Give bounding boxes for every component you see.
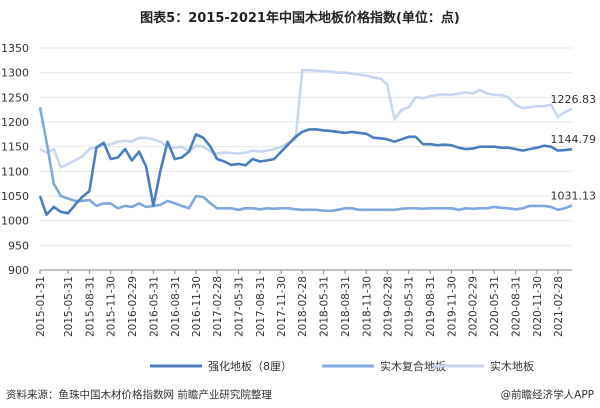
series-line-solid <box>39 68 573 169</box>
y-tick-label: 1200 <box>1 116 29 129</box>
x-tick-label: 2020-05-31 <box>489 276 501 337</box>
series-lines <box>38 68 573 216</box>
y-tick-label: 1050 <box>1 190 29 203</box>
end-value-label: 1226.83 <box>551 93 597 106</box>
x-tick-label: 2017-11-30 <box>276 276 288 337</box>
end-value-label: 1144.79 <box>551 133 597 146</box>
x-tick-label: 2016-02-29 <box>127 276 139 337</box>
x-tick-label: 2015-05-31 <box>63 276 75 337</box>
x-tick-label: 2017-05-31 <box>233 276 245 337</box>
x-tick-label: 2017-02-28 <box>212 276 224 337</box>
x-tick-label: 2016-08-31 <box>170 276 182 337</box>
x-tick-label: 2018-05-31 <box>319 276 331 337</box>
x-tick-label: 2020-02-29 <box>468 276 480 337</box>
x-tick-label: 2016-11-30 <box>191 276 203 337</box>
y-tick-label: 1350 <box>1 42 29 55</box>
legend-item-solid-label: 实木地板 <box>490 359 534 373</box>
x-axis: 2015-01-31 2015-05-31 2015-08-31 2015-11-30… <box>35 269 572 337</box>
source-note: 资料来源：鱼珠中国木材价格指数网 前瞻产业研究院整理 <box>6 389 272 401</box>
x-tick-label: 2015-08-31 <box>84 276 96 337</box>
x-tick-label: 2018-02-28 <box>297 276 309 337</box>
x-tick-label: 2019-05-31 <box>404 276 416 337</box>
y-tick-label: 1150 <box>1 141 29 154</box>
credit-label: @前瞻经济学人APP <box>500 389 594 401</box>
y-tick-label: 1000 <box>1 215 29 228</box>
legend-item-composite-label: 实木复合地板 <box>380 359 446 373</box>
x-tick-label: 2015-01-31 <box>35 276 47 337</box>
series-line-strong <box>38 128 573 216</box>
series-line-composite <box>38 106 573 213</box>
y-tick-label: 900 <box>8 264 29 277</box>
x-tick-label: 2020-08-31 <box>511 276 523 337</box>
x-tick-label: 2019-08-31 <box>425 276 437 337</box>
x-tick-label: 2015-11-30 <box>106 276 118 337</box>
y-tick-label: 950 <box>8 239 29 252</box>
y-tick-label: 1250 <box>1 91 29 104</box>
x-tick-label: 2019-11-30 <box>446 276 458 337</box>
x-tick-label: 2017-08-31 <box>255 276 267 337</box>
x-tick-label: 2018-11-30 <box>361 276 373 337</box>
end-labels: 1144.79 1031.13 1226.83 <box>551 93 597 203</box>
end-value-label: 1031.13 <box>551 189 597 202</box>
x-tick-label: 2018-08-31 <box>340 276 352 337</box>
legend: 强化地板（8厘） 实木复合地板 实木地板 <box>150 359 534 373</box>
x-tick-label: 2019-02-28 <box>382 276 394 337</box>
x-tick-label: 2021-02-28 <box>553 276 565 337</box>
x-tick-label: 2016-05-31 <box>148 276 160 337</box>
chart-title: 图表5：2015-2021年中国木地板价格指数(单位：点) <box>140 11 460 26</box>
legend-item-strong-label: 强化地板（8厘） <box>208 359 292 373</box>
grid-lines <box>40 47 572 271</box>
y-tick-label: 1300 <box>1 67 29 80</box>
y-tick-label: 1100 <box>1 165 29 178</box>
y-axis: 900 950 1000 1050 1100 1150 1200 1250 1300 1350 <box>1 42 29 277</box>
x-tick-label: 2020-11-30 <box>532 276 544 337</box>
